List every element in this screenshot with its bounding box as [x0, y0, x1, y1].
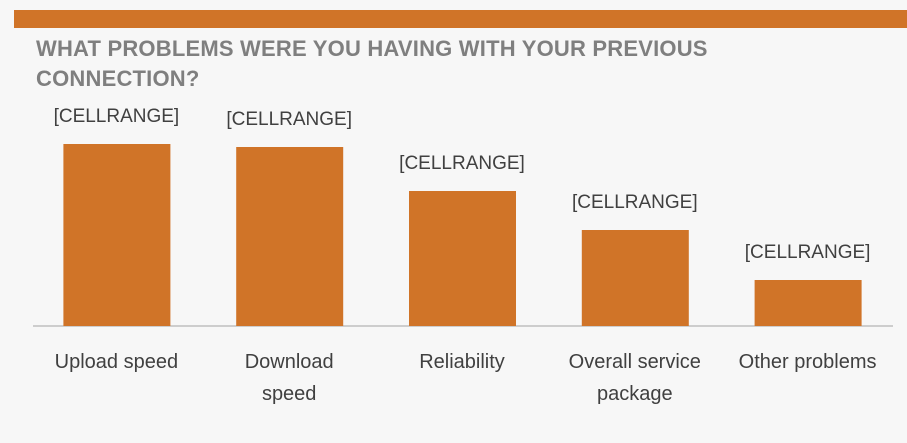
bar [236, 147, 344, 326]
data-label: [CELLRANGE] [399, 153, 525, 174]
x-tick-label: Reliability [419, 351, 505, 373]
data-label: [CELLRANGE] [54, 106, 180, 127]
x-tick-label: Other problems [738, 351, 877, 373]
bar [754, 280, 862, 326]
header-band [14, 10, 907, 28]
bar [581, 230, 689, 326]
data-label: [CELLRANGE] [572, 192, 698, 213]
bar [63, 144, 171, 326]
data-label: [CELLRANGE] [226, 109, 352, 130]
x-tick-label: Overall service package [568, 351, 701, 405]
data-label: [CELLRANGE] [745, 242, 871, 263]
x-tick-label: Upload speed [54, 351, 179, 373]
bar [409, 191, 516, 326]
x-tick-label: Download speed [244, 351, 334, 405]
chart-title: WHAT PROBLEMS WERE YOU HAVING WITH YOUR … [36, 36, 708, 91]
